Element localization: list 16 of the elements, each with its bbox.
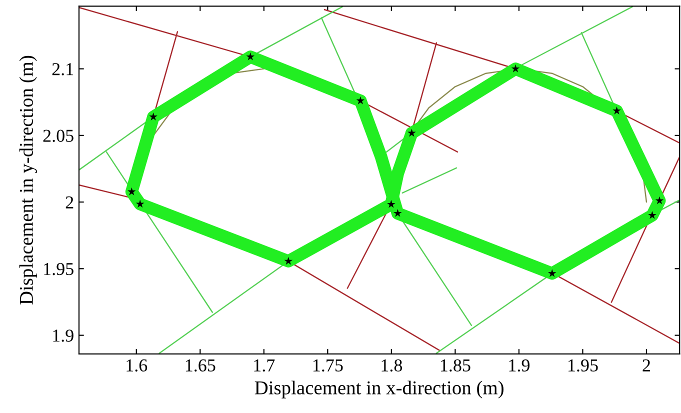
y-tick-label: 2.1: [52, 63, 74, 76]
x-tick-label: 1.9: [509, 359, 530, 372]
x-tick-label: 1.95: [568, 359, 598, 372]
x-tick-label: 1.8: [382, 359, 402, 372]
y-tick-label: 1.95: [44, 262, 74, 276]
y-tick-label: 2: [66, 196, 74, 208]
y-axis-title: Displacement in y-direction (m): [19, 56, 37, 305]
y-tick-label: 2.05: [43, 130, 74, 142]
x-axis-title: Displacement in x-direction (m): [254, 380, 504, 398]
x-tick-label: 1.65: [186, 359, 216, 372]
y-tick-label: 1.9: [53, 330, 74, 342]
x-tick-label: 1.75: [313, 359, 343, 372]
x-tick-label: 1.7: [254, 359, 275, 372]
x-tick-label: 1.6: [126, 359, 148, 372]
x-tick-label: 2: [642, 359, 650, 372]
x-tick-label: 1.85: [440, 359, 470, 372]
